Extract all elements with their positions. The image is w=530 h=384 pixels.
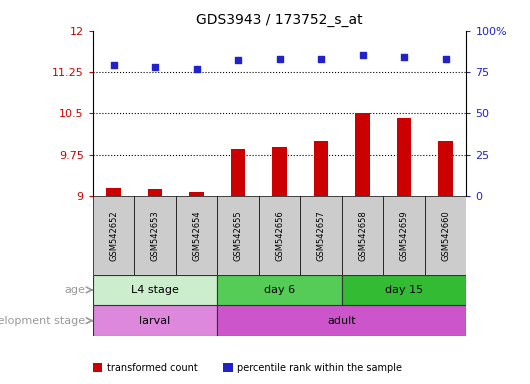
Bar [106, 188, 121, 196]
Bar [93, 305, 217, 336]
Point [151, 64, 159, 70]
Text: development stage: development stage [0, 316, 85, 326]
Bar [342, 196, 383, 275]
Bar [217, 275, 342, 305]
Bar [383, 196, 425, 275]
Text: percentile rank within the sample: percentile rank within the sample [237, 363, 402, 373]
Bar [425, 196, 466, 275]
Text: GSM542658: GSM542658 [358, 210, 367, 261]
Bar [217, 305, 466, 336]
Text: L4 stage: L4 stage [131, 285, 179, 295]
Text: day 6: day 6 [264, 285, 295, 295]
Bar [301, 196, 342, 275]
Text: GSM542659: GSM542659 [400, 210, 409, 260]
Text: day 15: day 15 [385, 285, 423, 295]
Text: GSM542655: GSM542655 [234, 210, 243, 260]
Bar [148, 189, 162, 196]
Text: larval: larval [139, 316, 171, 326]
Bar [355, 113, 370, 196]
Bar [93, 275, 217, 305]
Text: adult: adult [328, 316, 356, 326]
Bar [189, 192, 204, 196]
Text: age: age [65, 285, 85, 295]
Point [400, 54, 408, 60]
Text: transformed count: transformed count [107, 363, 197, 373]
Bar [342, 275, 466, 305]
Text: GSM542653: GSM542653 [151, 210, 160, 261]
Point [358, 52, 367, 58]
Bar [134, 196, 176, 275]
Bar [438, 141, 453, 196]
Bar [397, 118, 411, 196]
Bar [217, 196, 259, 275]
Point [441, 56, 450, 62]
Text: GSM542654: GSM542654 [192, 210, 201, 260]
Point [317, 56, 325, 62]
Point [192, 66, 201, 72]
Bar [231, 149, 245, 196]
Text: GSM542657: GSM542657 [316, 210, 325, 261]
Text: GSM542652: GSM542652 [109, 210, 118, 260]
Bar [314, 141, 329, 196]
Text: GSM542656: GSM542656 [275, 210, 284, 261]
Text: GSM542660: GSM542660 [441, 210, 450, 261]
Bar [259, 196, 301, 275]
Bar [272, 147, 287, 196]
Bar [176, 196, 217, 275]
Point [109, 62, 118, 68]
Point [276, 56, 284, 62]
Bar [93, 196, 134, 275]
Title: GDS3943 / 173752_s_at: GDS3943 / 173752_s_at [196, 13, 363, 27]
Point [234, 57, 242, 63]
